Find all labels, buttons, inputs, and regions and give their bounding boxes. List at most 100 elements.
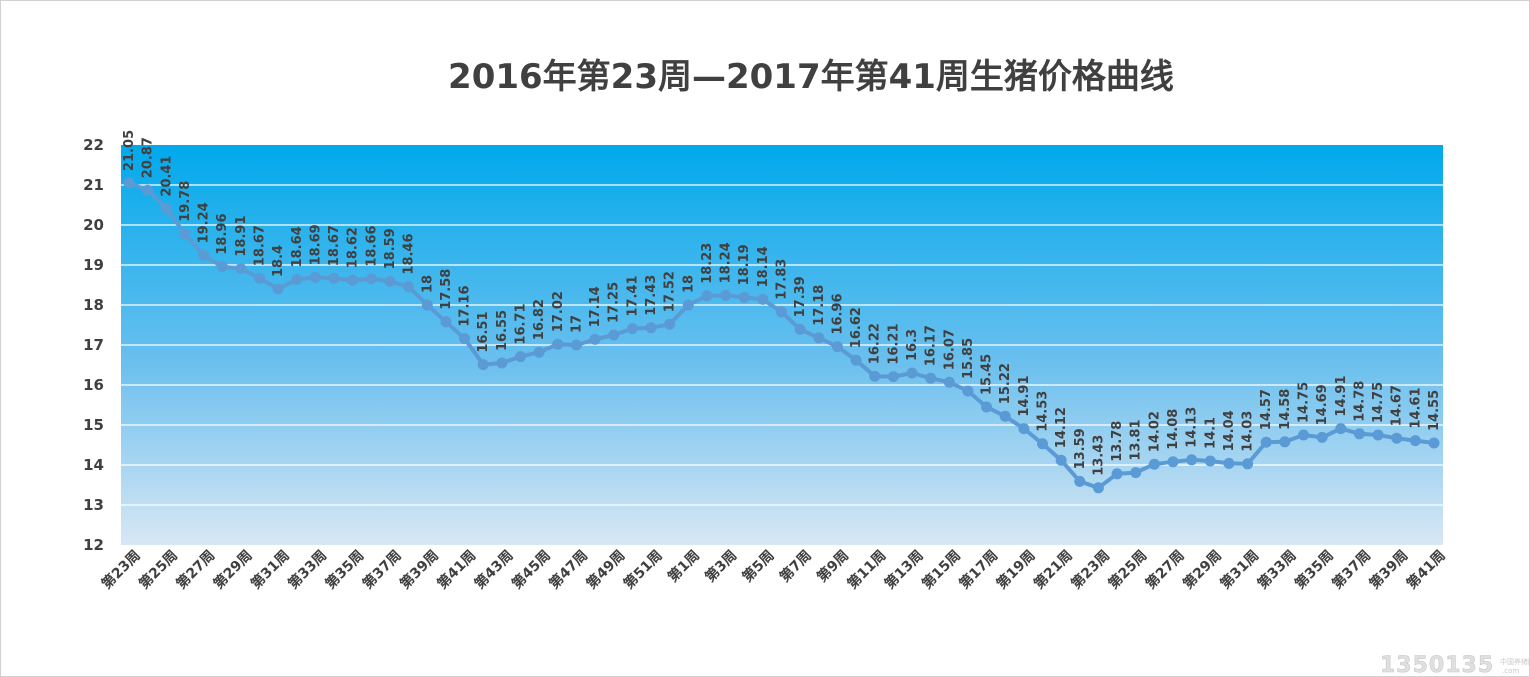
data-point: [999, 410, 1011, 422]
data-label: 18.23: [700, 243, 715, 284]
x-tick-label: 第15周: [919, 547, 965, 593]
data-label: 17.14: [588, 286, 603, 327]
data-point: [1111, 468, 1123, 480]
data-label: 18.69: [308, 224, 323, 265]
data-point: [123, 177, 135, 189]
data-point: [1279, 436, 1291, 448]
data-point: [1167, 456, 1179, 468]
data-point: [179, 228, 191, 240]
data-label: 17.83: [775, 259, 790, 300]
data-point: [608, 329, 620, 341]
x-tick-label: 第41周: [1403, 547, 1449, 593]
data-label: 18.67: [253, 225, 268, 266]
data-label: 18.14: [756, 246, 771, 287]
data-point: [291, 273, 303, 285]
data-point: [254, 272, 265, 284]
data-label: 14.78: [1352, 381, 1367, 422]
data-point: [869, 370, 881, 382]
data-label: 15.85: [961, 338, 976, 379]
x-tick-label: 第43周: [471, 547, 517, 593]
x-tick-label: 第35周: [322, 547, 368, 593]
x-tick-label: 第29周: [210, 547, 256, 593]
data-point: [720, 289, 732, 301]
y-tick-label: 20: [83, 216, 104, 234]
data-point: [1391, 432, 1403, 444]
data-label: 16.3: [905, 329, 920, 361]
y-axis: 12 13 14 15 16 17 18 19 20 21 22: [83, 136, 104, 554]
data-point: [794, 323, 806, 335]
x-tick-label: 第1周: [664, 547, 703, 586]
data-label: 14.57: [1259, 389, 1274, 430]
data-point: [701, 290, 713, 302]
x-tick-label: 第27周: [1142, 547, 1188, 593]
x-tick-label: 第19周: [993, 547, 1039, 593]
data-point: [813, 332, 825, 344]
data-point: [1130, 467, 1142, 479]
data-label: 18: [681, 275, 696, 293]
watermark-logo: 1350135: [1380, 653, 1494, 677]
data-point: [421, 299, 433, 311]
data-label: 17.25: [607, 282, 622, 323]
watermark-small-text: 中国养猪网: [1500, 657, 1530, 666]
data-point: [1186, 454, 1198, 466]
data-point: [589, 333, 601, 345]
data-point: [552, 338, 564, 350]
data-point: [1074, 475, 1086, 487]
data-point: [1055, 454, 1067, 466]
x-tick-label: 第5周: [739, 547, 778, 586]
data-label: 13.43: [1091, 435, 1106, 476]
data-label: 17.43: [644, 275, 659, 316]
data-point: [309, 271, 321, 283]
x-tick-label: 第23周: [1068, 547, 1114, 593]
data-label: 13.78: [1110, 421, 1125, 462]
data-label: 19.78: [178, 181, 193, 222]
data-label: 16.07: [942, 329, 957, 370]
data-label: 18.59: [383, 228, 398, 269]
data-label: 15.22: [998, 363, 1013, 404]
watermark-suffix: .com: [1502, 667, 1519, 675]
data-point: [981, 401, 993, 413]
x-tick-label: 第13周: [881, 547, 927, 593]
data-point: [235, 263, 247, 275]
data-label: 16.96: [830, 293, 845, 334]
data-label: 18.62: [346, 227, 361, 268]
data-point: [1428, 437, 1440, 449]
data-label: 14.91: [1334, 375, 1349, 416]
data-label: 18.24: [719, 242, 734, 283]
data-point: [533, 346, 545, 358]
x-tick-label: 第51周: [620, 547, 666, 593]
x-tick-label: 第7周: [776, 547, 815, 586]
data-label: 14.53: [1036, 391, 1051, 432]
data-point: [1260, 436, 1272, 448]
chart-title: 2016年第23周—2017年第41周生猪价格曲线: [448, 57, 1174, 97]
data-labels: 21.05 20.87 20.41 19.78 19.24 18.96 18.91 18.67…: [122, 130, 1442, 476]
data-label: 13.81: [1129, 419, 1144, 460]
x-tick-label: 第35周: [1291, 547, 1337, 593]
data-label: 17.16: [458, 285, 473, 326]
data-point: [1409, 435, 1421, 447]
data-label: 14.1: [1203, 417, 1218, 449]
data-label: 16.17: [924, 325, 939, 366]
x-tick-label: 第31周: [1217, 547, 1263, 593]
watermark: 1350135 中国养猪网 .com: [1380, 653, 1530, 677]
data-point: [925, 372, 937, 384]
data-label: 14.91: [1017, 375, 1032, 416]
data-point: [328, 272, 340, 284]
data-label: 17.02: [551, 291, 566, 332]
data-point: [1092, 482, 1104, 494]
data-label: 18.4: [271, 245, 286, 277]
x-tick-label: 第41周: [434, 547, 480, 593]
data-point: [943, 376, 955, 388]
y-tick-label: 19: [83, 256, 104, 274]
data-point: [626, 323, 638, 335]
x-tick-label: 第31周: [247, 547, 293, 593]
data-label: 17.41: [625, 275, 640, 316]
data-point: [347, 274, 359, 286]
data-label: 14.03: [1241, 411, 1256, 452]
data-point: [1037, 438, 1048, 450]
data-point: [1204, 455, 1216, 467]
data-point: [682, 299, 694, 311]
data-label: 14.69: [1315, 384, 1330, 425]
y-tick-label: 14: [83, 456, 104, 474]
